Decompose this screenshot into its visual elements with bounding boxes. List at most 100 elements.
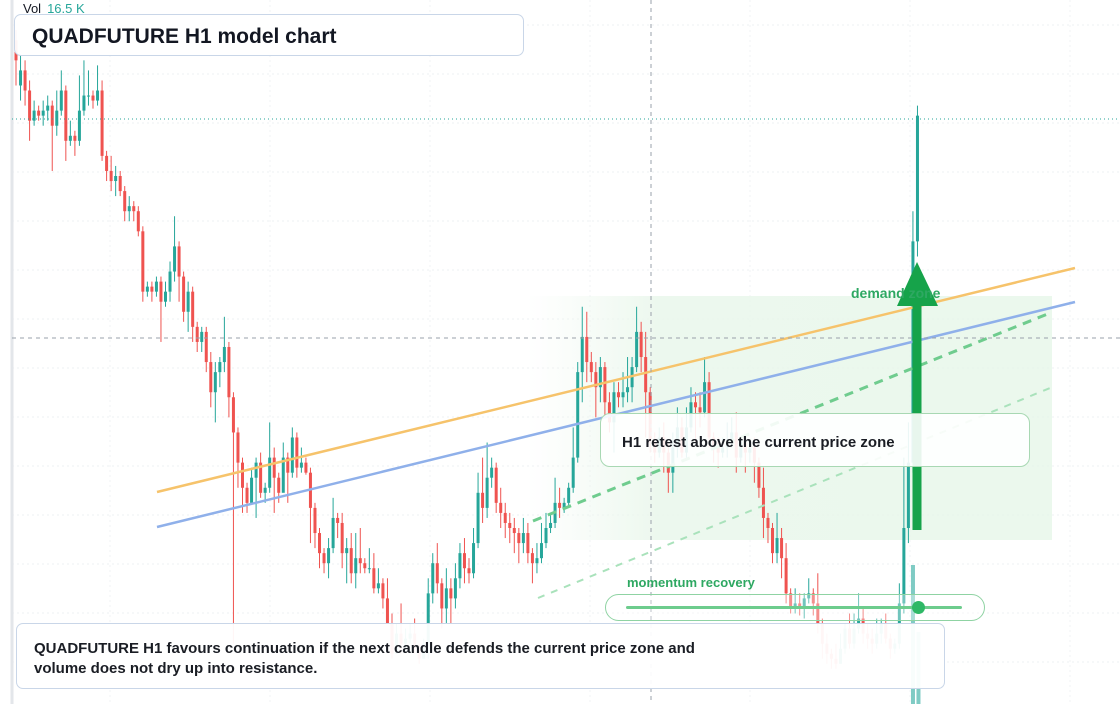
candle <box>558 487 562 518</box>
candle <box>123 186 127 222</box>
candle <box>549 512 553 534</box>
candle <box>494 462 498 513</box>
retest-callout[interactable]: H1 retest above the current price zone <box>600 413 1030 467</box>
candle <box>571 427 575 493</box>
candle <box>580 306 584 403</box>
volume-label: Vol <box>23 1 42 16</box>
candle <box>200 326 204 352</box>
candle <box>46 95 50 121</box>
candle <box>354 533 358 589</box>
candle <box>626 357 630 403</box>
candle <box>771 522 775 564</box>
demand-zone-label: demand zone <box>851 285 941 301</box>
chart-title: QUADFUTURE H1 model chart <box>32 25 337 48</box>
candle <box>517 528 521 564</box>
candle <box>132 201 136 222</box>
candle <box>462 538 466 584</box>
candle <box>385 578 389 624</box>
candle <box>336 512 340 539</box>
candle <box>50 100 54 171</box>
candle <box>28 80 32 141</box>
candle <box>594 362 598 418</box>
candle <box>195 321 199 352</box>
candle <box>639 321 643 373</box>
candle <box>91 90 95 109</box>
candle <box>308 467 312 544</box>
candle <box>802 593 806 619</box>
candle <box>127 196 131 222</box>
candle <box>227 341 231 418</box>
candle <box>811 588 815 616</box>
candle <box>349 533 353 584</box>
candle <box>77 75 81 146</box>
candle <box>163 281 167 307</box>
candle <box>467 558 471 584</box>
candle <box>372 553 376 594</box>
candle <box>535 543 539 574</box>
candle <box>32 100 36 126</box>
candle <box>793 588 797 614</box>
candle <box>635 306 639 373</box>
candle <box>616 382 620 408</box>
candle <box>585 311 589 383</box>
candle <box>915 105 919 257</box>
candle <box>512 517 516 554</box>
candle <box>521 517 525 554</box>
candle <box>476 472 480 549</box>
candle <box>567 482 571 508</box>
candle <box>59 70 63 116</box>
momentum-knob[interactable] <box>912 601 926 614</box>
candle <box>154 276 158 297</box>
candle <box>327 538 331 579</box>
candle <box>598 357 602 403</box>
candle <box>503 502 507 539</box>
candle <box>41 100 45 126</box>
retest-callout-text: H1 retest above the current price zone <box>622 434 895 451</box>
candle <box>603 362 607 418</box>
candle <box>222 316 226 373</box>
candle <box>213 362 217 423</box>
analysis-note: QUADFUTURE H1 favours continuation if th… <box>34 640 695 677</box>
candle <box>295 432 299 478</box>
candle <box>86 70 90 106</box>
momentum-slider[interactable] <box>605 594 985 621</box>
candle <box>902 457 906 614</box>
candle <box>96 65 100 106</box>
candle <box>23 60 27 106</box>
candle <box>472 528 476 579</box>
candle <box>281 442 285 493</box>
candle <box>177 241 181 302</box>
candle <box>218 357 222 388</box>
candle <box>775 512 779 564</box>
candle <box>435 543 439 594</box>
title-panel: QUADFUTURE H1 model chart <box>14 14 524 56</box>
candle <box>118 170 122 197</box>
candle <box>431 553 435 604</box>
candle <box>458 543 462 589</box>
candle <box>453 563 457 609</box>
candle <box>204 326 208 373</box>
candle <box>358 528 362 574</box>
candle <box>299 447 303 473</box>
candle <box>268 422 272 493</box>
candle <box>68 120 72 146</box>
candle <box>367 548 371 574</box>
candle <box>761 467 765 539</box>
volume-header: Vol 16.5 K <box>23 1 85 16</box>
candle <box>209 352 213 408</box>
candle <box>481 457 485 523</box>
candle <box>304 457 308 475</box>
candle <box>703 357 707 418</box>
momentum-track <box>626 606 962 609</box>
candle <box>345 538 349 584</box>
candle <box>150 281 154 302</box>
candle <box>530 548 534 584</box>
candle <box>313 502 317 549</box>
candle <box>784 543 788 604</box>
candle <box>508 512 512 544</box>
candle <box>798 593 802 616</box>
candle <box>245 482 249 513</box>
candle <box>376 568 380 594</box>
candle <box>381 578 385 609</box>
candle <box>168 261 172 302</box>
